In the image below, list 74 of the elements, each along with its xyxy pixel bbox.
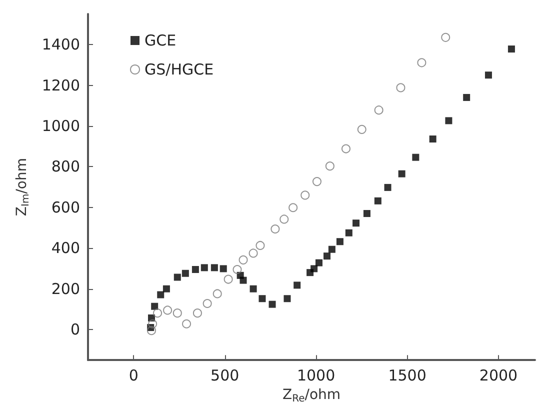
point bbox=[300, 190, 310, 200]
point bbox=[398, 170, 406, 178]
point bbox=[312, 177, 322, 186]
point bbox=[182, 319, 192, 328]
point bbox=[147, 326, 156, 336]
point bbox=[357, 124, 366, 134]
point bbox=[417, 58, 426, 68]
x-tick-label: 1000 bbox=[296, 366, 336, 385]
point bbox=[210, 264, 218, 272]
point bbox=[294, 282, 301, 289]
x-tick-label: 0 bbox=[128, 366, 138, 385]
legend-label: GS/HGCE bbox=[144, 60, 214, 78]
point bbox=[232, 265, 242, 274]
y-tick-label: 1400 bbox=[42, 36, 80, 54]
point bbox=[328, 246, 336, 253]
point bbox=[325, 162, 334, 171]
point bbox=[212, 289, 222, 298]
point bbox=[256, 240, 265, 250]
point bbox=[324, 252, 331, 260]
point bbox=[174, 274, 181, 281]
point bbox=[240, 276, 247, 284]
point bbox=[341, 144, 350, 154]
y-tick-label: 0 bbox=[70, 320, 80, 339]
point bbox=[345, 229, 352, 236]
point bbox=[445, 117, 452, 124]
x-tick-label: 2000 bbox=[479, 366, 518, 385]
point bbox=[153, 308, 162, 318]
point bbox=[250, 285, 257, 292]
y-tick-label: 600 bbox=[51, 198, 80, 216]
point bbox=[148, 319, 158, 328]
point bbox=[200, 264, 208, 272]
point bbox=[284, 295, 291, 302]
point bbox=[374, 106, 384, 115]
point bbox=[162, 285, 170, 292]
point bbox=[270, 224, 280, 234]
point bbox=[484, 72, 492, 79]
point bbox=[202, 299, 212, 308]
point bbox=[280, 214, 289, 224]
point bbox=[163, 306, 172, 315]
point bbox=[310, 265, 318, 272]
point bbox=[182, 270, 189, 277]
point bbox=[151, 302, 158, 310]
point bbox=[336, 238, 344, 246]
y-tick-label: 200 bbox=[51, 280, 80, 298]
point bbox=[268, 300, 276, 308]
y-tick-label: 1000 bbox=[42, 116, 80, 135]
point bbox=[412, 154, 420, 161]
point bbox=[224, 274, 233, 284]
point bbox=[288, 203, 298, 212]
y-tick-label: 800 bbox=[51, 158, 80, 176]
point bbox=[157, 291, 164, 298]
point bbox=[192, 308, 202, 318]
point bbox=[248, 248, 258, 258]
y-tick-label: 1200 bbox=[42, 76, 80, 94]
y-axis-title: ZIm/ohm bbox=[14, 158, 32, 216]
point bbox=[441, 32, 450, 42]
point bbox=[463, 94, 470, 101]
point bbox=[220, 265, 227, 272]
point bbox=[396, 83, 406, 92]
point bbox=[508, 46, 515, 53]
point bbox=[384, 184, 392, 191]
y-tick-label: 400 bbox=[51, 239, 80, 258]
x-tick-label: 1500 bbox=[388, 366, 426, 385]
point bbox=[429, 136, 436, 143]
point bbox=[172, 308, 182, 318]
x-tick-label: 500 bbox=[210, 366, 240, 385]
point bbox=[374, 197, 382, 204]
point bbox=[238, 255, 248, 264]
legend-label: GCE bbox=[144, 32, 176, 50]
point bbox=[363, 210, 370, 218]
point bbox=[315, 259, 322, 266]
point bbox=[352, 220, 360, 227]
point bbox=[258, 295, 266, 302]
point bbox=[192, 266, 199, 274]
